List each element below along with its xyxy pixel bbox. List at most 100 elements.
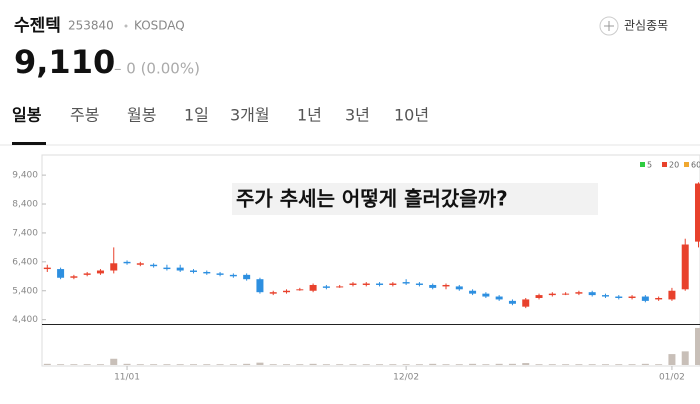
volume-bar	[601, 364, 609, 365]
volume-bar	[695, 327, 700, 365]
candle-body	[695, 183, 700, 242]
stock-name: 수젠텍	[14, 16, 61, 36]
volume-bar	[615, 364, 623, 365]
market: KOSDAQ	[134, 19, 185, 33]
candle-body	[508, 300, 516, 304]
x-tick-label: 12/02	[393, 373, 419, 383]
y-tick-label: 9,400	[12, 171, 38, 181]
candle-body	[455, 286, 463, 290]
candle-body	[668, 290, 676, 300]
candle-body	[641, 296, 649, 301]
volume-bar	[43, 363, 51, 365]
volume-bar	[628, 364, 636, 365]
volume-bar	[362, 364, 370, 365]
overlay-text: 주가 추세는 어떻게 흘러갔을까?	[236, 187, 508, 211]
candle-body	[322, 286, 330, 288]
candle-body	[362, 283, 370, 285]
candle-body	[442, 284, 450, 287]
overlay-box	[232, 183, 598, 215]
volume-bar	[243, 363, 251, 365]
candle-body	[482, 293, 490, 297]
tab[interactable]: 일봉	[12, 106, 42, 125]
volume-bar	[508, 363, 516, 365]
y-tick-label: 8,400	[12, 200, 38, 210]
legend-label: 20	[669, 161, 679, 170]
volume-bar	[681, 351, 689, 365]
candle-body	[336, 286, 344, 288]
volume-bar	[641, 363, 649, 365]
candle-body	[548, 293, 556, 296]
volume-bar	[57, 364, 65, 365]
candle-body	[681, 244, 689, 290]
candle-body	[469, 290, 477, 294]
candle-body	[229, 274, 237, 277]
candle-body	[216, 273, 224, 275]
volume-bar	[216, 364, 224, 365]
volume-bar	[309, 363, 317, 365]
candle-body	[296, 289, 304, 291]
candle-body	[96, 270, 104, 274]
volume-bar	[203, 364, 211, 365]
y-tick-label: 7,400	[12, 228, 38, 238]
candle-body	[601, 295, 609, 297]
volume-bar	[110, 358, 118, 365]
y-tick-label: 5,400	[12, 286, 38, 296]
volume-bar	[522, 363, 530, 365]
y-tick-label: 4,400	[12, 315, 38, 325]
candle-body	[402, 282, 410, 284]
candle-body	[415, 283, 423, 285]
volume-bar	[83, 364, 91, 365]
legend-swatch	[640, 162, 645, 167]
candle-body	[83, 273, 91, 275]
candle-body	[243, 274, 251, 280]
candle-body	[136, 263, 144, 265]
tab[interactable]: 10년	[394, 106, 429, 125]
candle-body	[70, 276, 78, 278]
candle-body	[429, 284, 437, 288]
volume-bar	[229, 364, 237, 365]
tab[interactable]: 1년	[297, 106, 322, 125]
tab[interactable]: 월봉	[127, 106, 156, 125]
volume-bar	[668, 354, 676, 365]
y-tick-label: 6,400	[12, 257, 38, 267]
volume-bar	[415, 364, 423, 365]
volume-bar	[189, 364, 197, 365]
volume-bar	[495, 363, 503, 365]
candle-body	[283, 290, 291, 293]
x-tick-label: 11/01	[114, 373, 140, 383]
volume-bar	[376, 364, 384, 365]
candle-body	[655, 297, 663, 300]
legend-label: 60	[691, 161, 700, 170]
add-icon[interactable]	[599, 16, 619, 36]
volume-bar	[336, 364, 344, 365]
candle-body	[269, 292, 277, 294]
volume-bar	[136, 364, 144, 365]
volume-bar	[349, 364, 357, 365]
volume-bar	[402, 364, 410, 365]
candle-body	[163, 267, 171, 270]
volume-bar	[176, 364, 184, 365]
active-tab-underline	[12, 142, 46, 145]
tab[interactable]: 1일	[184, 106, 209, 125]
candle-body	[376, 283, 384, 285]
candle-body	[628, 296, 636, 298]
volume-bar	[469, 363, 477, 365]
candle-body	[522, 299, 530, 307]
volume-bar	[429, 363, 437, 365]
legend-swatch	[662, 162, 667, 167]
stock-code: 253840	[68, 19, 114, 33]
candle-body	[535, 295, 543, 298]
candle-body	[256, 279, 264, 293]
watch-button[interactable]: 관심종목	[624, 19, 668, 33]
x-tick-label: 01/02	[659, 373, 685, 383]
volume-bar	[455, 364, 463, 365]
tab[interactable]: 3년	[345, 106, 370, 125]
volume-bar	[482, 364, 490, 365]
volume-bar	[150, 364, 158, 365]
tab[interactable]: 3개월	[230, 106, 270, 125]
price: 9,110	[14, 43, 115, 81]
volume-bar	[70, 364, 78, 365]
volume-bar	[283, 364, 291, 365]
tab[interactable]: 주봉	[70, 106, 99, 125]
volume-bar	[562, 364, 570, 365]
